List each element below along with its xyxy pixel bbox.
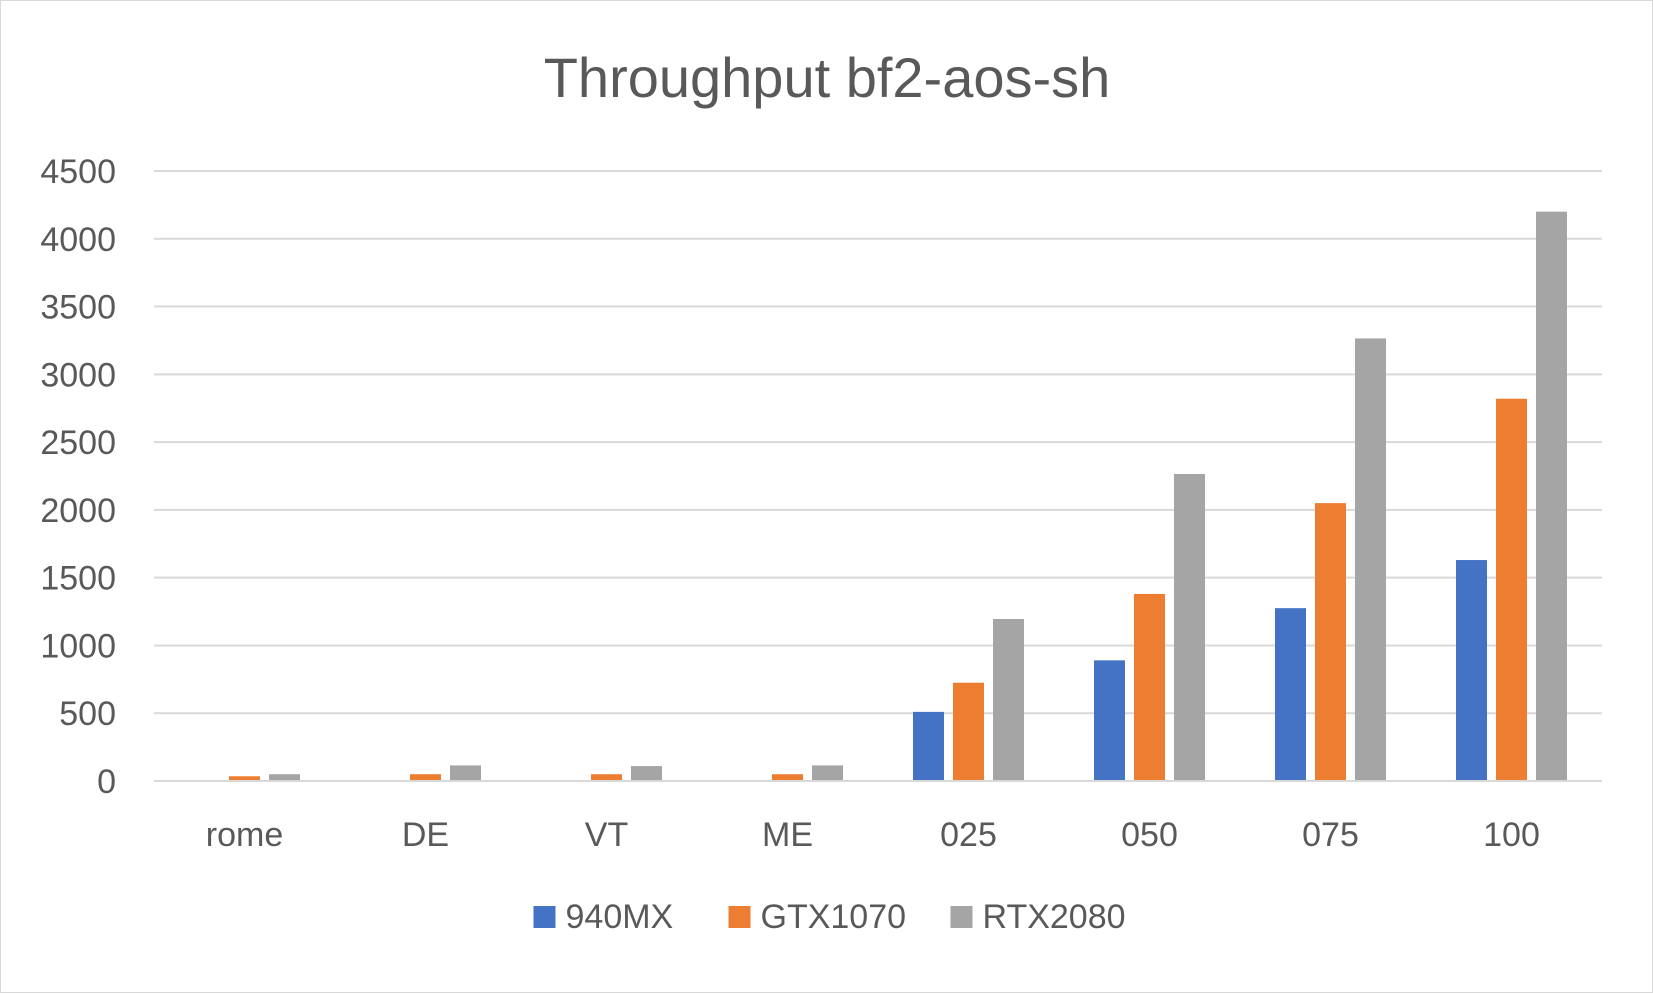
x-tick-label: 100 [1483, 816, 1540, 854]
y-tick-label: 4500 [40, 153, 116, 191]
bar-RTX2080-075 [1355, 338, 1386, 781]
x-tick-label: ME [762, 816, 813, 854]
bar-RTX2080-ME [812, 765, 843, 781]
y-tick-label: 0 [97, 763, 116, 801]
bar-940MX-050 [1094, 660, 1125, 781]
bar-GTX1070-050 [1134, 593, 1165, 781]
bar-GTX1070-ME [772, 774, 803, 781]
bar-GTX1070-025 [953, 682, 984, 781]
chart-title: Throughput bf2-aos-sh [544, 46, 1111, 109]
bar-GTX1070-rome [229, 776, 260, 781]
legend-swatch-GTX1070 [728, 906, 751, 928]
x-tick-labels: rome DE VT ME 025 050 075 100 [206, 816, 1540, 854]
bar-RTX2080-025 [993, 619, 1024, 781]
bars [229, 211, 1567, 781]
bar-940MX-075 [1275, 608, 1306, 781]
y-tick-label: 3000 [40, 356, 116, 394]
bar-RTX2080-DE [450, 765, 481, 781]
bar-GTX1070-DE [410, 774, 441, 781]
y-tick-label: 3500 [40, 289, 116, 327]
legend-label-940MX: 940MX [566, 898, 674, 936]
bar-940MX-025 [913, 711, 944, 781]
x-tick-label: 025 [940, 816, 997, 854]
x-tick-label: VT [585, 816, 628, 854]
y-tick-label: 1000 [40, 627, 116, 665]
y-tick-label: 500 [59, 695, 116, 733]
bar-RTX2080-100 [1536, 211, 1567, 781]
bar-RTX2080-rome [269, 774, 300, 781]
x-tick-label: 075 [1302, 816, 1359, 854]
y-tick-label: 2500 [40, 424, 116, 462]
x-tick-label: rome [206, 816, 283, 854]
bar-GTX1070-100 [1496, 398, 1527, 781]
y-tick-labels: 0 500 1000 1500 2000 2500 3000 3500 4000 4500 [40, 153, 116, 801]
x-tick-label: 050 [1121, 816, 1178, 854]
bar-RTX2080-VT [631, 766, 662, 781]
bar-GTX1070-075 [1315, 503, 1346, 781]
bar-RTX2080-050 [1174, 473, 1205, 781]
y-tick-label: 4000 [40, 221, 116, 259]
y-tick-label: 1500 [40, 560, 116, 598]
legend-label-RTX2080: RTX2080 [983, 898, 1126, 936]
bar-GTX1070-VT [591, 774, 622, 781]
bar-940MX-100 [1456, 560, 1487, 781]
legend-label-GTX1070: GTX1070 [761, 898, 907, 936]
legend-swatch-RTX2080 [950, 906, 973, 928]
gridlines [154, 170, 1602, 715]
legend-swatch-940MX [533, 906, 556, 928]
legend: 940MX GTX1070 RTX2080 [533, 898, 1126, 936]
x-tick-label: DE [402, 816, 449, 854]
y-tick-label: 2000 [40, 492, 116, 530]
